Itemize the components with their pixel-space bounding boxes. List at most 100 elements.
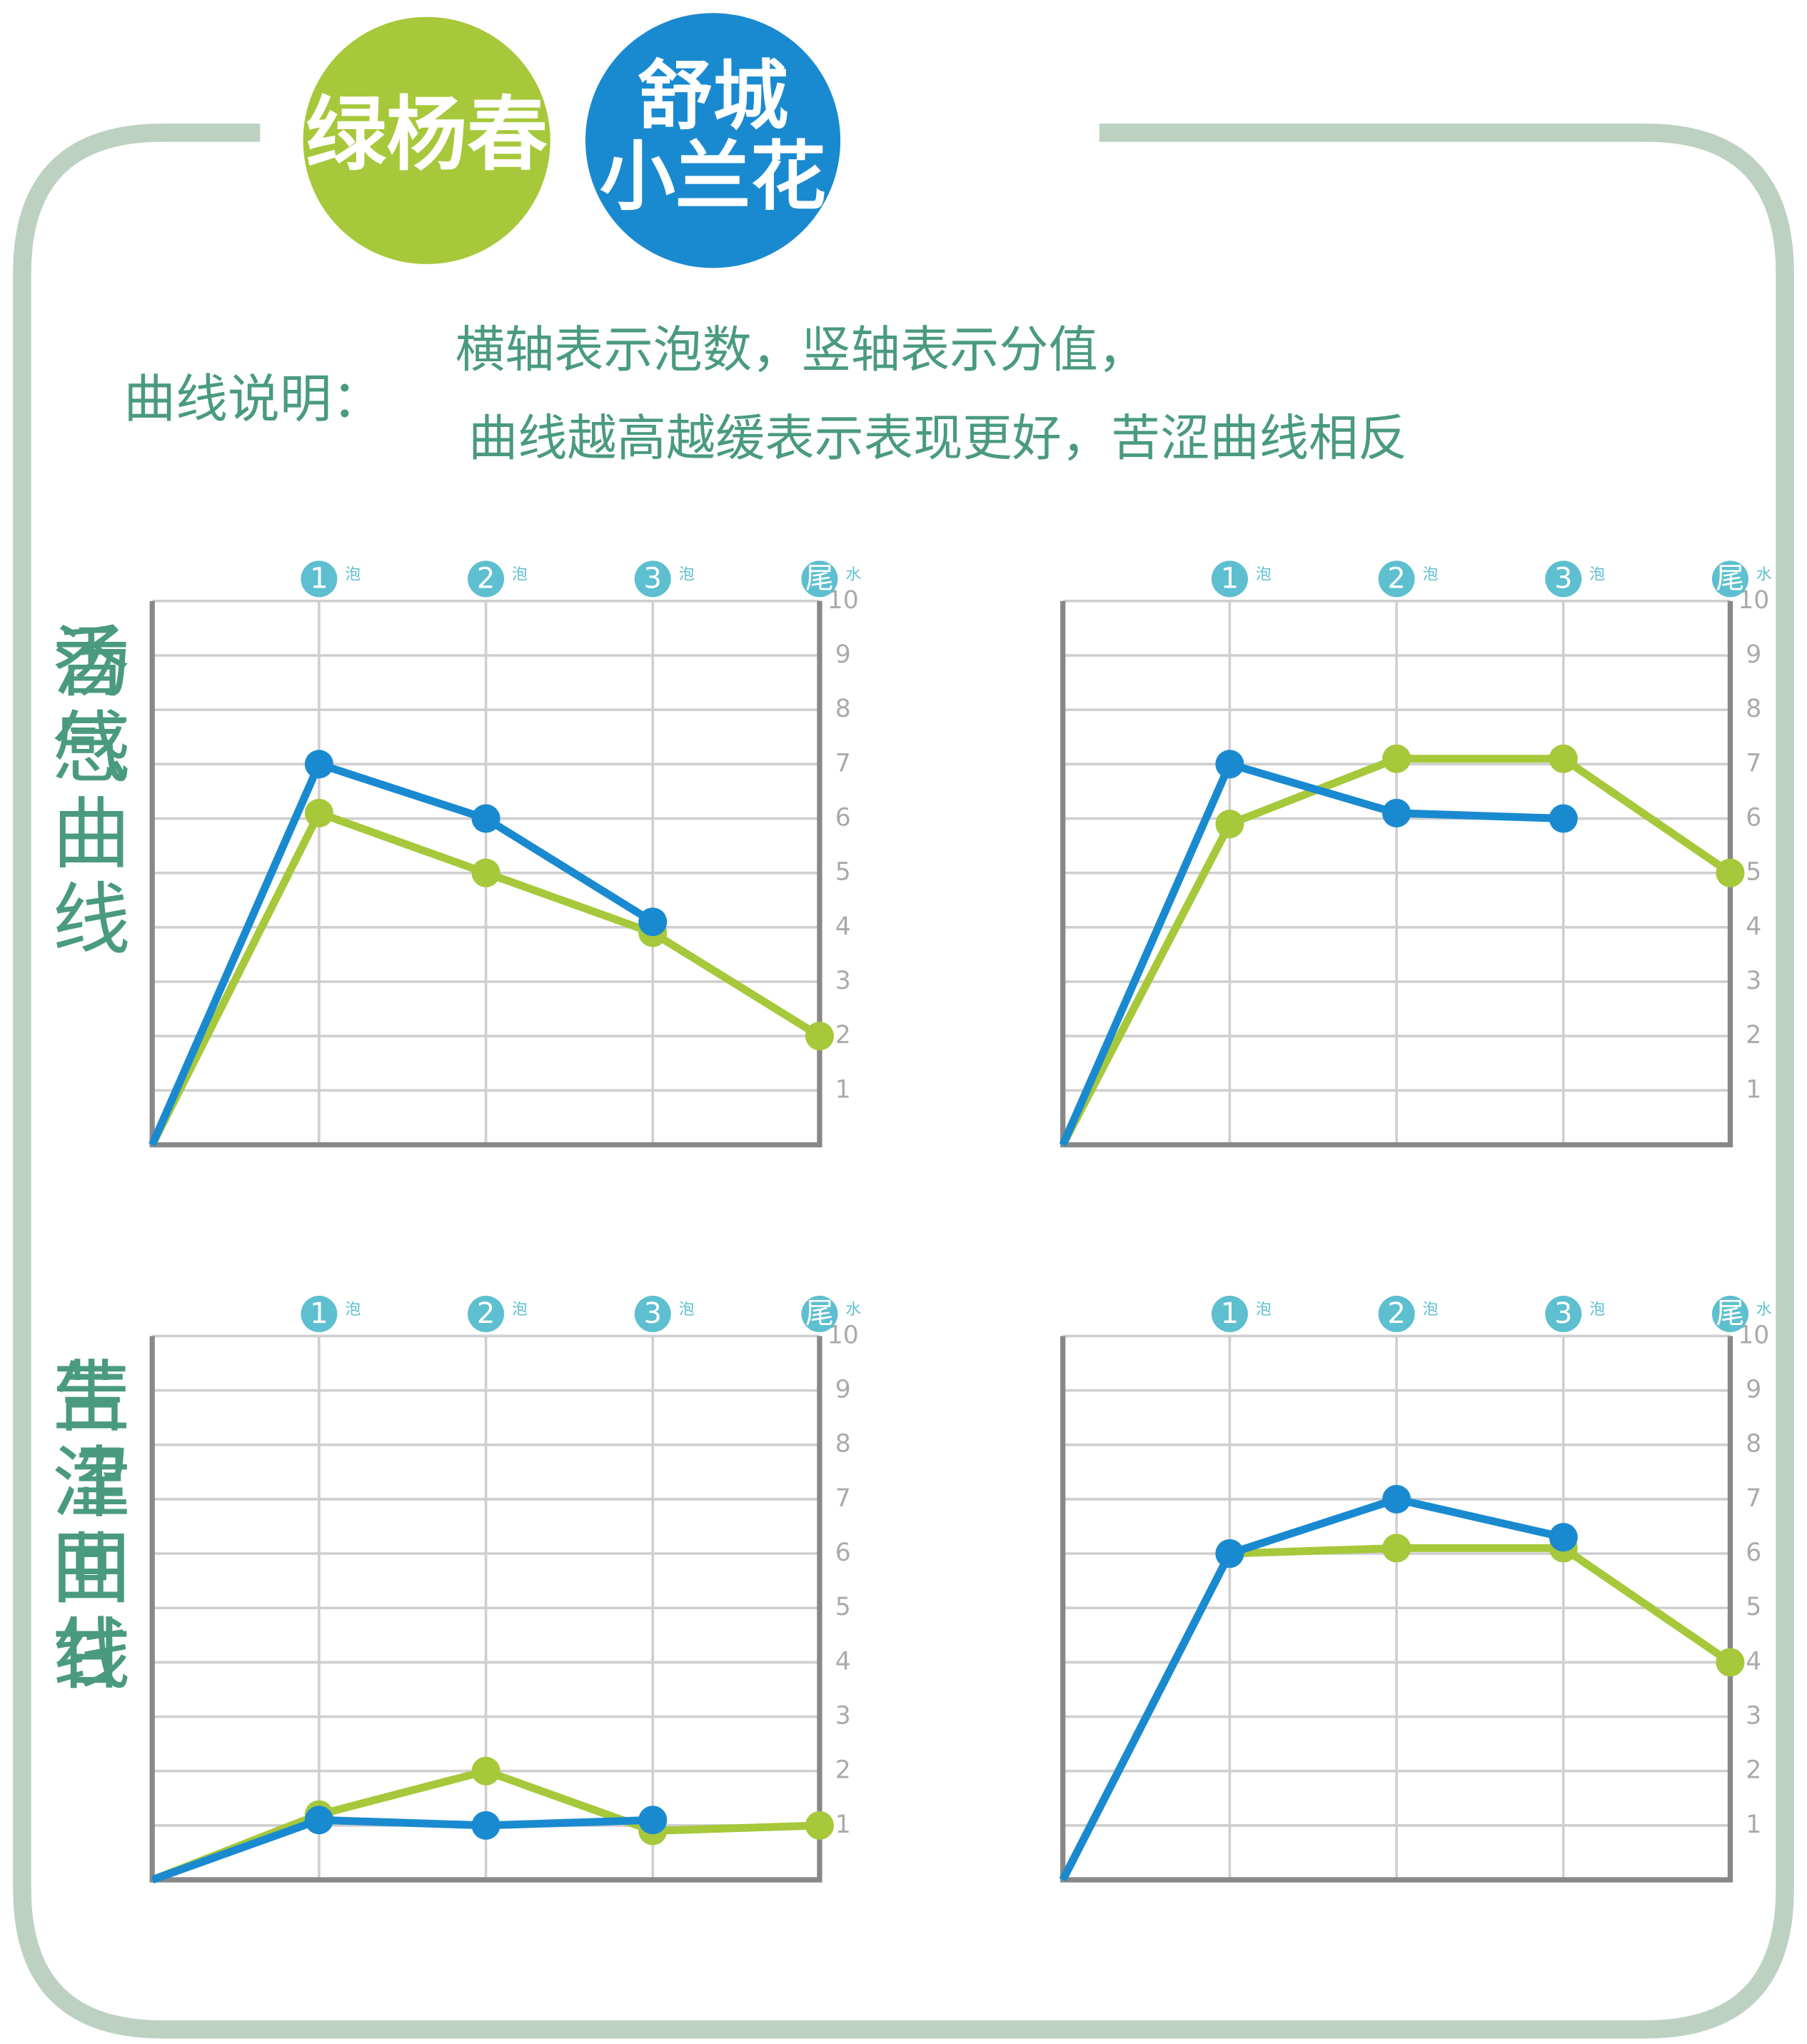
data-point bbox=[1716, 1648, 1745, 1677]
category-badge bbox=[801, 1295, 838, 1332]
legend-label: 舒城小兰花 bbox=[600, 52, 826, 221]
category-badge bbox=[301, 1295, 338, 1332]
legend-badge bbox=[585, 13, 841, 268]
y-tick-label: 6 bbox=[1746, 1539, 1761, 1567]
x-tick-note: 泡 bbox=[345, 1301, 361, 1319]
category-badge bbox=[1211, 1295, 1248, 1332]
data-point bbox=[471, 1811, 500, 1840]
x-tick-label: 3 bbox=[1554, 1297, 1573, 1330]
x-tick-note: 水 bbox=[1756, 1301, 1772, 1319]
x-tick-note: 泡 bbox=[1256, 1301, 1272, 1319]
data-point bbox=[638, 1806, 668, 1835]
chart-title: 生津回甘 bbox=[39, 1356, 130, 1699]
data-point bbox=[1549, 744, 1578, 773]
data-point bbox=[304, 1806, 333, 1835]
y-tick-label: 2 bbox=[1746, 1021, 1761, 1049]
y-tick-label: 8 bbox=[1746, 1430, 1761, 1459]
y-tick-label: 9 bbox=[1746, 640, 1761, 669]
y-tick-label: 3 bbox=[1746, 1702, 1761, 1731]
axis bbox=[149, 600, 822, 1148]
y-tick-label: 1 bbox=[1746, 1811, 1761, 1839]
y-tick-label: 3 bbox=[1746, 967, 1761, 995]
y-tick-label: 8 bbox=[1746, 695, 1761, 723]
y-tick-label: 3 bbox=[835, 967, 851, 995]
data-point bbox=[1215, 1539, 1244, 1569]
y-tick-label: 1 bbox=[1746, 1075, 1761, 1104]
y-tick-label: 8 bbox=[835, 1430, 851, 1459]
data-point bbox=[1215, 750, 1244, 779]
data-point bbox=[304, 750, 333, 779]
data-point bbox=[471, 858, 500, 887]
y-tick-label: 5 bbox=[1746, 1593, 1761, 1621]
x-tick-label: 2 bbox=[477, 563, 495, 595]
note-line: 曲线越高越缓表示表现更好，苦涩曲线相反 bbox=[468, 411, 1407, 468]
x-tick-label: 1 bbox=[310, 1297, 328, 1330]
axis bbox=[149, 1336, 822, 1883]
y-tick-label: 2 bbox=[835, 1756, 851, 1785]
y-tick-label: 4 bbox=[835, 912, 851, 941]
data-point bbox=[304, 798, 333, 827]
category-badge bbox=[468, 1295, 505, 1332]
y-tick-label: 3 bbox=[835, 1702, 851, 1731]
data-point bbox=[1215, 810, 1244, 839]
y-tick-label: 6 bbox=[835, 804, 851, 832]
y-tick-label: 5 bbox=[835, 858, 851, 887]
data-point bbox=[1382, 744, 1411, 773]
category-badge bbox=[801, 560, 838, 598]
x-tick-label: 尾 bbox=[1716, 1297, 1744, 1330]
y-tick-label: 8 bbox=[835, 695, 851, 723]
data-point bbox=[1382, 1534, 1411, 1563]
y-tick-label: 9 bbox=[835, 640, 851, 669]
y-tick-label: 5 bbox=[1746, 858, 1761, 887]
data-point bbox=[1549, 1523, 1578, 1552]
data-point bbox=[1549, 804, 1578, 833]
data-point bbox=[1382, 798, 1411, 827]
x-tick-note: 泡 bbox=[679, 1301, 695, 1319]
note-line: 横轴表示泡数，竖轴表示分值， bbox=[455, 322, 1147, 379]
y-tick-label: 5 bbox=[835, 1593, 851, 1621]
x-tick-note: 水 bbox=[1756, 565, 1772, 583]
data-point bbox=[638, 907, 668, 937]
y-tick-label: 1 bbox=[835, 1075, 851, 1104]
series-line bbox=[1059, 760, 1564, 1147]
x-tick-note: 水 bbox=[845, 565, 861, 583]
x-tick-note: 泡 bbox=[679, 565, 695, 583]
category-badge bbox=[301, 560, 338, 598]
x-tick-label: 2 bbox=[1387, 1297, 1406, 1330]
x-tick-label: 2 bbox=[477, 1297, 495, 1330]
chart-title: 汤感曲线 bbox=[39, 620, 130, 964]
x-tick-note: 泡 bbox=[1423, 565, 1439, 583]
axis bbox=[1060, 1336, 1733, 1883]
data-point bbox=[805, 1811, 835, 1840]
y-tick-label: 2 bbox=[835, 1021, 851, 1049]
category-badge bbox=[1378, 1295, 1415, 1332]
y-tick-label: 4 bbox=[1746, 912, 1761, 941]
data-point bbox=[1382, 1484, 1411, 1514]
x-tick-note: 泡 bbox=[1256, 565, 1272, 583]
y-tick-label: 2 bbox=[1746, 1756, 1761, 1785]
x-tick-label: 3 bbox=[644, 1297, 663, 1330]
category-badge bbox=[1545, 560, 1582, 598]
series-line bbox=[151, 1816, 653, 1884]
legend-label: 绿杨春 bbox=[306, 88, 548, 182]
data-point bbox=[805, 1022, 835, 1051]
x-tick-note: 水 bbox=[845, 1301, 861, 1319]
y-tick-label: 1 bbox=[835, 1811, 851, 1839]
x-tick-label: 尾 bbox=[805, 1297, 834, 1330]
y-tick-label: 7 bbox=[835, 749, 851, 777]
x-tick-note: 泡 bbox=[1589, 1301, 1605, 1319]
category-badge bbox=[1378, 560, 1415, 598]
data-point bbox=[1716, 858, 1745, 887]
x-tick-note: 泡 bbox=[512, 1301, 528, 1319]
y-tick-label: 7 bbox=[1746, 1484, 1761, 1513]
category-badge bbox=[1545, 1295, 1582, 1332]
x-tick-label: 1 bbox=[1221, 563, 1239, 595]
series-line bbox=[149, 760, 655, 1147]
category-badge bbox=[468, 560, 505, 598]
data-point bbox=[471, 804, 500, 833]
y-tick-label: 9 bbox=[1746, 1376, 1761, 1404]
category-badge bbox=[1211, 560, 1248, 598]
y-tick-label: 7 bbox=[835, 1484, 851, 1513]
